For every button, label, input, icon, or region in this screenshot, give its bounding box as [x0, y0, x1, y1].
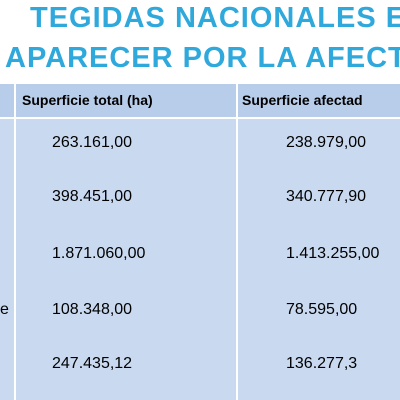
header-superficie-afectada: Superficie afectad [242, 92, 363, 108]
cell-total: 263.161,00 [52, 134, 133, 151]
header-superficie-total: Superficie total (ha) [22, 92, 153, 108]
header-cell-total: Superficie total (ha) [16, 84, 236, 117]
cell-total: 398.451,00 [52, 188, 133, 205]
cell-afectada: 238.979,00 [286, 134, 367, 151]
column-divider-1 [14, 84, 16, 400]
title-line-1: TEGIDAS NACIONALES EN P [30, 2, 400, 34]
cell-total: 247.435,12 [52, 355, 133, 372]
cell-total: 108.348,00 [52, 301, 133, 318]
data-table: Superficie total (ha) Superficie afectad… [0, 84, 400, 400]
title-line-2: APARECER POR LA AFECTAC [5, 42, 400, 74]
column-divider-2 [236, 84, 238, 400]
cell-afectada: 78.595,00 [286, 301, 358, 318]
header-divider [0, 117, 400, 119]
header-cell-afectada: Superficie afectad [238, 84, 400, 117]
cell-total: 1.871.060,00 [52, 245, 146, 262]
cell-afectada: 340.777,90 [286, 188, 367, 205]
document-title: TEGIDAS NACIONALES EN P APARECER POR LA … [0, 0, 400, 84]
cell-afectada: 1.413.255,00 [286, 245, 380, 262]
header-cell-empty [0, 84, 14, 117]
row-label-fragment: e [0, 301, 9, 318]
cell-afectada: 136.277,3 [286, 355, 358, 372]
